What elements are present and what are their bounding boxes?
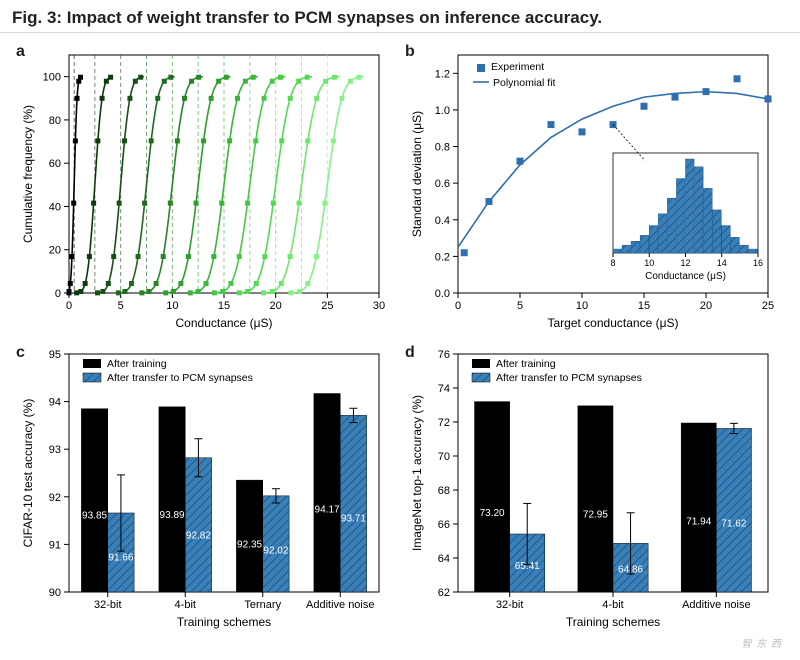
svg-text:70: 70 xyxy=(438,451,450,463)
svg-text:10: 10 xyxy=(644,258,654,268)
svg-text:25: 25 xyxy=(762,300,774,312)
svg-text:Polynomial fit: Polynomial fit xyxy=(493,77,556,89)
svg-text:10: 10 xyxy=(576,300,588,312)
svg-text:0.4: 0.4 xyxy=(435,215,450,227)
svg-text:0: 0 xyxy=(455,300,461,312)
svg-text:Additive noise: Additive noise xyxy=(682,599,751,611)
svg-text:After transfer to PCM synapses: After transfer to PCM synapses xyxy=(496,372,642,384)
svg-text:93.85: 93.85 xyxy=(82,511,107,522)
svg-text:93.71: 93.71 xyxy=(341,513,366,524)
svg-text:5: 5 xyxy=(118,300,124,312)
svg-text:32-bit: 32-bit xyxy=(94,599,122,611)
svg-text:71.94: 71.94 xyxy=(686,516,711,527)
svg-text:32-bit: 32-bit xyxy=(496,599,524,611)
svg-text:64: 64 xyxy=(438,553,450,565)
svg-text:1.0: 1.0 xyxy=(435,105,450,117)
svg-text:92.82: 92.82 xyxy=(186,530,211,541)
panel-c: c 90 91 92 93 94 95 32-bit 93.85 91.66 4-bit 93.89… xyxy=(14,344,395,637)
svg-text:16: 16 xyxy=(753,258,763,268)
svg-text:91.66: 91.66 xyxy=(108,552,133,563)
svg-text:74: 74 xyxy=(438,383,450,395)
svg-text:60: 60 xyxy=(49,158,61,170)
svg-text:0: 0 xyxy=(55,288,61,300)
svg-text:5: 5 xyxy=(517,300,523,312)
svg-text:After training: After training xyxy=(496,358,556,370)
svg-text:4-bit: 4-bit xyxy=(602,599,623,611)
svg-text:ImageNet top-1 accuracy (%): ImageNet top-1 accuracy (%) xyxy=(410,395,424,551)
svg-text:72.95: 72.95 xyxy=(583,510,608,521)
panel-b-label: b xyxy=(405,43,415,61)
svg-text:15: 15 xyxy=(638,300,650,312)
svg-text:12: 12 xyxy=(680,258,690,268)
svg-text:8: 8 xyxy=(610,258,615,268)
svg-text:4-bit: 4-bit xyxy=(175,599,196,611)
svg-text:66: 66 xyxy=(438,519,450,531)
svg-text:94.17: 94.17 xyxy=(315,505,340,516)
panel-a-label: a xyxy=(16,43,25,61)
panel-b-chart: 0 5 10 15 20 25 0.0 0.2 0.4 0.6 0.8 1.0 1.2 Experimen… xyxy=(403,43,775,333)
svg-text:0: 0 xyxy=(66,300,72,312)
panel-a: a 0 5 10 15 20 25 30 0 20 40 60 80 100 Conductance (μ… xyxy=(14,43,395,336)
panel-d: d 626466687072747632-bit73.2065.414-bit7… xyxy=(403,344,784,637)
svg-text:Conductance (μS): Conductance (μS) xyxy=(176,316,273,330)
svg-text:62: 62 xyxy=(438,587,450,599)
svg-text:92: 92 xyxy=(49,492,61,504)
svg-text:20: 20 xyxy=(270,300,282,312)
svg-text:14: 14 xyxy=(717,258,727,268)
figure-grid: a 051015202530020406080100Conductance (μ… xyxy=(0,33,800,649)
svg-text:10: 10 xyxy=(166,300,178,312)
svg-text:After training: After training xyxy=(107,358,167,370)
svg-text:93.89: 93.89 xyxy=(160,510,185,521)
svg-text:0.8: 0.8 xyxy=(435,142,450,154)
svg-text:Cumulative frequency (%): Cumulative frequency (%) xyxy=(21,105,35,243)
svg-text:91: 91 xyxy=(49,539,61,551)
svg-text:Standard deviation (μS): Standard deviation (μS) xyxy=(410,111,424,237)
svg-text:CIFAR-10 test accuracy (%): CIFAR-10 test accuracy (%) xyxy=(21,399,35,548)
svg-text:0.6: 0.6 xyxy=(435,178,450,190)
panel-c-chart: 90919293949532-bit93.8591.664-bit93.8992… xyxy=(14,344,386,634)
svg-text:Target conductance (μS): Target conductance (μS) xyxy=(548,316,679,330)
svg-text:95: 95 xyxy=(49,349,61,361)
svg-text:Additive noise: Additive noise xyxy=(306,599,375,611)
svg-text:Experiment: Experiment xyxy=(491,61,544,73)
svg-text:Training schemes: Training schemes xyxy=(177,615,271,629)
svg-text:40: 40 xyxy=(49,201,61,213)
svg-text:15: 15 xyxy=(218,300,230,312)
svg-text:92.35: 92.35 xyxy=(237,539,262,550)
svg-text:72: 72 xyxy=(438,417,450,429)
svg-text:0.2: 0.2 xyxy=(435,251,450,263)
svg-text:After transfer to PCM synapses: After transfer to PCM synapses xyxy=(107,372,253,384)
svg-text:73.20: 73.20 xyxy=(480,508,505,519)
svg-text:Conductance (μS): Conductance (μS) xyxy=(645,271,726,282)
svg-text:Training schemes: Training schemes xyxy=(566,615,660,629)
figure-title: Fig. 3: Impact of weight transfer to PCM… xyxy=(0,0,800,33)
panel-a-chart: 0 5 10 15 20 25 30 0 20 40 60 80 100 Conductance (μS)… xyxy=(14,43,386,333)
svg-text:20: 20 xyxy=(700,300,712,312)
svg-text:80: 80 xyxy=(49,115,61,127)
svg-text:68: 68 xyxy=(438,485,450,497)
panel-d-chart: 626466687072747632-bit73.2065.414-bit72.… xyxy=(403,344,775,634)
svg-text:90: 90 xyxy=(49,587,61,599)
panel-c-label: c xyxy=(16,344,25,362)
svg-text:1.2: 1.2 xyxy=(435,68,450,80)
svg-text:0.0: 0.0 xyxy=(435,288,450,300)
svg-text:92.02: 92.02 xyxy=(263,546,288,557)
svg-text:20: 20 xyxy=(49,245,61,257)
svg-text:25: 25 xyxy=(321,300,333,312)
panel-d-label: d xyxy=(405,344,415,362)
svg-text:71.62: 71.62 xyxy=(721,519,746,530)
svg-text:94: 94 xyxy=(49,397,61,409)
svg-text:Ternary: Ternary xyxy=(244,599,281,611)
svg-text:30: 30 xyxy=(373,300,385,312)
panel-b: b 0 5 10 15 20 25 0.0 0.2 0.4 0.6 0.8 1.0 1.2 Experim… xyxy=(403,43,784,336)
svg-text:100: 100 xyxy=(43,72,61,84)
svg-text:76: 76 xyxy=(438,349,450,361)
svg-text:93: 93 xyxy=(49,444,61,456)
